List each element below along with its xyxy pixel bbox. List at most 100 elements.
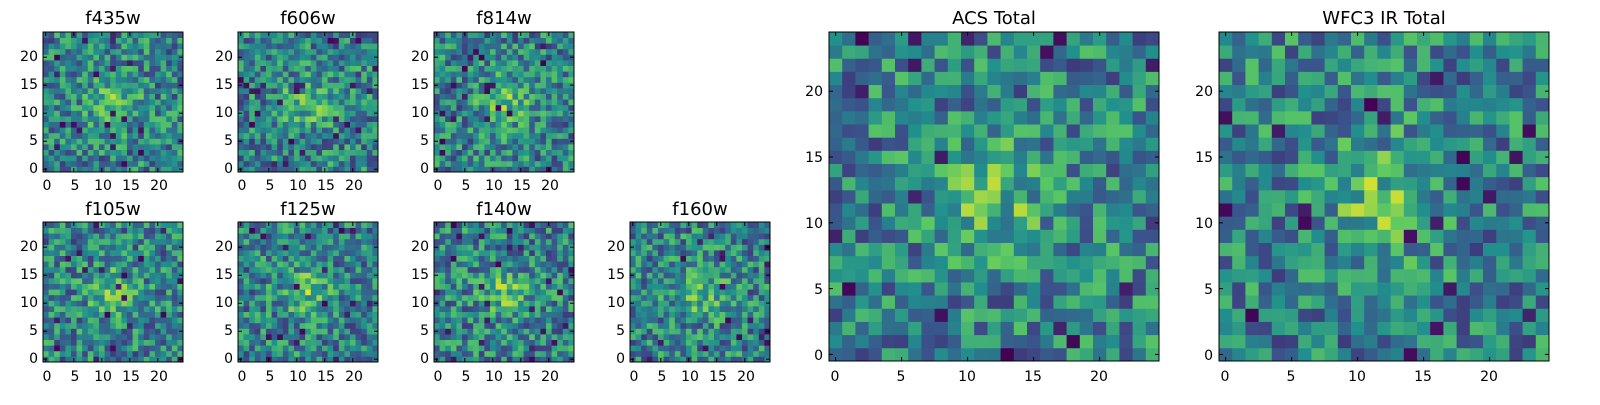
heatmap-cell [529,116,535,122]
heatmap-cell [356,66,362,72]
heatmap-cell [300,150,306,156]
heatmap-cell [869,256,883,270]
heatmap-cell [1106,243,1120,257]
heatmap-cell [333,300,339,306]
heatmap-cell [60,105,66,111]
heatmap-cell [484,43,490,49]
heatmap-cell [172,250,178,256]
heatmap-cell [742,228,748,234]
heatmap-cell [361,340,367,346]
heatmap-cell [116,334,122,340]
heatmap-cell [440,133,446,139]
heatmap-cell [535,272,541,278]
heatmap-cell [692,261,698,267]
heatmap-cell [829,243,843,257]
heatmap-cell [249,155,255,161]
heatmap-cell [238,122,244,128]
heatmap-cell [121,116,127,122]
heatmap-cell [166,133,172,139]
heatmap-cell [540,105,546,111]
heatmap-cell [82,289,88,295]
panel-f160w: f160w 0 5 10 15 20 0 5 10 15 20 [607,199,770,385]
heatmap-cell [692,300,698,306]
heatmap-cell [238,60,244,66]
heatmap-cell [249,144,255,150]
heatmap-cell [65,150,71,156]
heatmap-cell [641,261,647,267]
heatmap-cell [294,66,300,72]
heatmap-cell [987,190,1001,204]
heatmap-cell [630,334,636,340]
heatmap-cell [563,317,569,323]
heatmap-cell [675,222,681,228]
heatmap-cell [77,351,83,357]
heatmap-cell [172,340,178,346]
heatmap-cell [300,267,306,273]
heatmap-cell [300,261,306,267]
heatmap-cell [149,272,155,278]
heatmap-cell [647,261,653,267]
heatmap-cell [43,351,49,357]
heatmap-cell [144,133,150,139]
heatmap-cell [563,351,569,357]
heatmap-cell [133,340,139,346]
heatmap-cell [518,161,524,167]
heatmap-cell [507,345,513,351]
heatmap-cell [60,323,66,329]
heatmap-cell [697,317,703,323]
heatmap-cell [288,161,294,167]
heatmap-cell [658,267,664,273]
heatmap-cell [328,133,334,139]
heatmap-cell [49,71,55,77]
heatmap-cell [518,239,524,245]
heatmap-cell [557,66,563,72]
heatmap-cell [88,88,94,94]
heatmap-cell [266,71,272,77]
heatmap-cell [748,228,754,234]
heatmap-cell [311,228,317,234]
heatmap-cell [434,312,440,318]
heatmap-cell [65,133,71,139]
heatmap-cell [540,127,546,133]
heatmap-cell [512,127,518,133]
heatmap-cell [149,328,155,334]
heatmap-cell [524,267,530,273]
heatmap-cell [512,323,518,329]
heatmap-cell [895,308,909,322]
heatmap-cell [524,138,530,144]
heatmap-cell [529,99,535,105]
heatmap-cell [680,334,686,340]
heatmap-cell [451,267,457,273]
heatmap-cell [300,306,306,312]
heatmap-cell [708,300,714,306]
heatmap-cell [736,244,742,250]
heatmap-cell [367,256,373,262]
heatmap-cell [172,43,178,49]
heatmap-cell [759,334,765,340]
heatmap-cell [288,71,294,77]
heatmap-cell [283,54,289,60]
heatmap-cell [445,261,451,267]
heatmap-cell [93,312,99,318]
heatmap-cell [82,284,88,290]
heatmap-cell [507,300,513,306]
heatmap-cell [1027,269,1041,283]
heatmap-cell [161,71,167,77]
heatmap-cell [512,60,518,66]
heatmap-cell [77,133,83,139]
heatmap-cell [283,295,289,301]
heatmap-cell [300,71,306,77]
heatmap-cell [961,295,975,309]
heatmap-cell [49,150,55,156]
heatmap-cell [244,233,250,239]
heatmap-cell [935,216,949,230]
heatmap-cell [344,328,350,334]
heatmap-cell [451,278,457,284]
heatmap-cell [244,105,250,111]
heatmap-cell [361,138,367,144]
heatmap-cell [507,133,513,139]
heatmap-cell [127,351,133,357]
heatmap-cell [77,116,83,122]
heatmap-cell [260,138,266,144]
heatmap-cell [344,239,350,245]
